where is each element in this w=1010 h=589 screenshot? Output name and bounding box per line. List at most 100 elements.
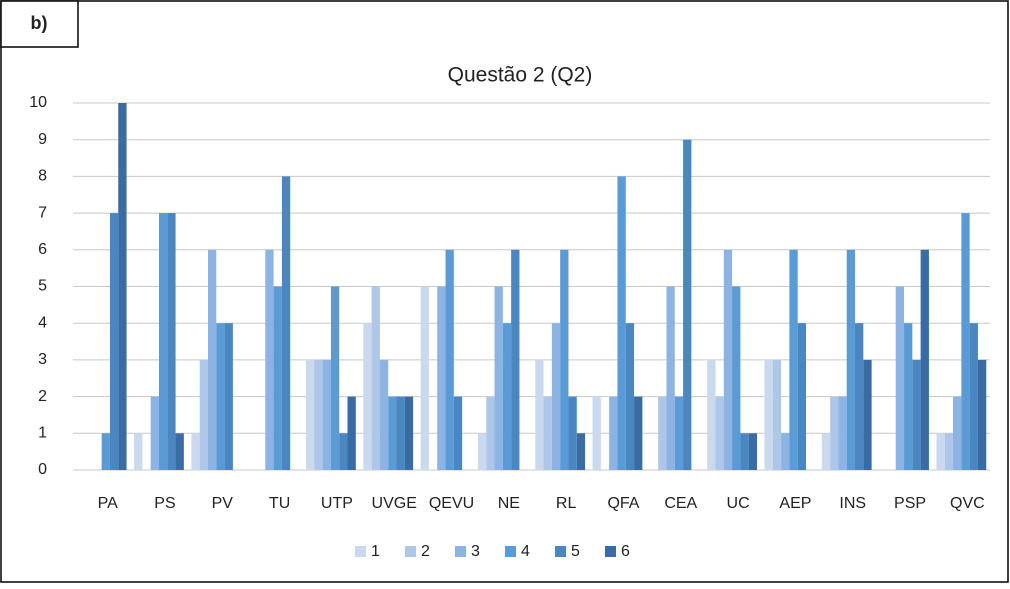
bar bbox=[838, 396, 847, 470]
y-tick-label: 2 bbox=[38, 388, 47, 405]
bar bbox=[363, 323, 372, 470]
bar bbox=[224, 323, 233, 470]
bar bbox=[551, 323, 561, 470]
panel-box bbox=[0, 0, 79, 48]
bar bbox=[199, 359, 208, 470]
bar bbox=[486, 396, 495, 470]
x-tick-label: UTP bbox=[321, 495, 353, 512]
y-tick-label: 4 bbox=[38, 314, 47, 331]
legend-label: 2 bbox=[421, 543, 430, 560]
legend-swatch bbox=[455, 546, 466, 557]
bar bbox=[216, 323, 225, 470]
y-tick-label: 9 bbox=[38, 131, 47, 148]
bar bbox=[772, 359, 782, 470]
x-tick-label: PSP bbox=[894, 495, 926, 512]
bar bbox=[371, 286, 380, 470]
legend-label: 6 bbox=[621, 543, 630, 560]
bar bbox=[322, 359, 331, 470]
bar bbox=[715, 396, 724, 470]
bar bbox=[855, 323, 864, 470]
x-tick-label: QVC bbox=[950, 495, 985, 512]
bar bbox=[379, 359, 389, 470]
legend-label: 1 bbox=[371, 543, 380, 560]
legend-swatch bbox=[505, 546, 516, 557]
bar bbox=[420, 286, 429, 470]
bar bbox=[797, 323, 807, 470]
bar bbox=[977, 359, 987, 470]
x-tick-label: RL bbox=[556, 495, 577, 512]
bar bbox=[912, 359, 921, 470]
bar bbox=[969, 323, 978, 470]
legend-swatch bbox=[555, 546, 566, 557]
bar bbox=[150, 396, 159, 470]
x-tick-label: INS bbox=[839, 495, 866, 512]
bar bbox=[568, 396, 577, 470]
bar bbox=[936, 433, 945, 470]
bar bbox=[904, 323, 913, 470]
bar bbox=[748, 433, 757, 470]
bar bbox=[658, 396, 667, 470]
y-tick-label: 10 bbox=[29, 94, 47, 111]
bar bbox=[511, 249, 520, 470]
bar bbox=[707, 359, 716, 470]
bar bbox=[961, 213, 970, 470]
x-tick-label: CEA bbox=[664, 495, 697, 512]
bar bbox=[846, 249, 856, 470]
bar bbox=[592, 396, 601, 470]
x-tick-label: UC bbox=[727, 495, 750, 512]
bar bbox=[535, 359, 544, 470]
y-tick-label: 7 bbox=[38, 204, 47, 221]
legend-swatch bbox=[605, 546, 616, 557]
bar bbox=[101, 433, 110, 470]
bar bbox=[207, 249, 217, 470]
x-tick-label: QEVU bbox=[429, 495, 474, 512]
bar bbox=[445, 249, 454, 470]
legend-label: 5 bbox=[571, 543, 580, 560]
bar bbox=[764, 359, 773, 470]
x-tick-label: QFA bbox=[607, 495, 639, 512]
bar bbox=[732, 286, 741, 470]
bar bbox=[634, 396, 643, 470]
bar bbox=[944, 433, 954, 470]
x-tick-label: UVGE bbox=[372, 495, 417, 512]
bar bbox=[617, 176, 626, 470]
bar bbox=[339, 433, 348, 470]
bar bbox=[895, 286, 905, 470]
bar bbox=[789, 249, 798, 470]
bar bbox=[330, 286, 340, 470]
bar bbox=[396, 396, 405, 470]
legend-swatch bbox=[355, 546, 366, 557]
bar bbox=[281, 176, 291, 470]
bar bbox=[347, 396, 356, 470]
bar bbox=[625, 323, 635, 470]
x-tick-label: AEP bbox=[779, 495, 811, 512]
bar bbox=[502, 323, 512, 470]
bar bbox=[175, 433, 184, 470]
bar bbox=[158, 213, 168, 470]
bar bbox=[109, 213, 119, 470]
bar bbox=[167, 213, 176, 470]
bar bbox=[920, 249, 929, 470]
bar bbox=[821, 433, 831, 470]
bar bbox=[453, 396, 463, 470]
x-tick-label: TU bbox=[269, 495, 290, 512]
bar bbox=[118, 103, 127, 470]
bar bbox=[953, 396, 962, 470]
y-tick-label: 6 bbox=[38, 241, 47, 258]
bar bbox=[265, 249, 274, 470]
bar bbox=[477, 433, 487, 470]
bar bbox=[666, 286, 675, 470]
bar bbox=[306, 359, 315, 470]
y-tick-label: 8 bbox=[38, 168, 47, 185]
legend-label: 4 bbox=[521, 543, 530, 560]
y-tick-label: 0 bbox=[38, 461, 47, 478]
bar bbox=[683, 139, 692, 470]
bar bbox=[863, 359, 872, 470]
bar bbox=[191, 433, 200, 470]
bar bbox=[560, 249, 569, 470]
x-tick-label: PA bbox=[98, 495, 118, 512]
y-tick-label: 3 bbox=[38, 351, 47, 368]
chart-title: Questão 2 (Q2) bbox=[448, 64, 593, 87]
y-tick-label: 1 bbox=[38, 425, 47, 442]
bar bbox=[388, 396, 397, 470]
